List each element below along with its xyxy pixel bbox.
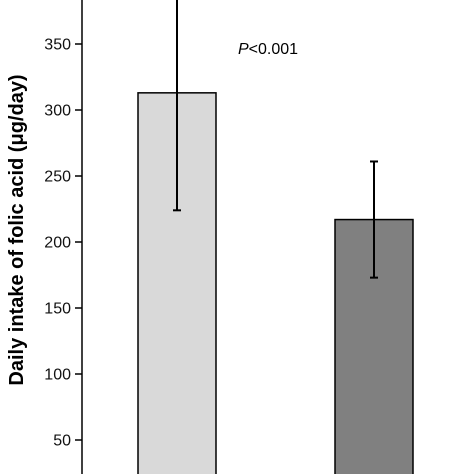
error-bars: [173, 0, 378, 279]
p-value-symbol: P: [238, 41, 249, 58]
y-tick-label: 250: [44, 169, 71, 186]
p-value-annotation: P<0.001: [238, 41, 298, 58]
y-tick-label: 300: [44, 103, 71, 120]
p-value-text: <0.001: [249, 41, 298, 58]
y-tick-label: 50: [53, 433, 71, 450]
y-ticks: 50 100 150 200 250 300 350: [44, 37, 82, 450]
y-tick-label: 200: [44, 235, 71, 252]
y-tick-label: 350: [44, 37, 71, 54]
y-axis-label: Daily intake of folic acid (μg/day): [6, 74, 28, 385]
bars: [137, 92, 414, 474]
y-tick-label: 150: [44, 301, 71, 318]
y-tick-label: 100: [44, 367, 71, 384]
